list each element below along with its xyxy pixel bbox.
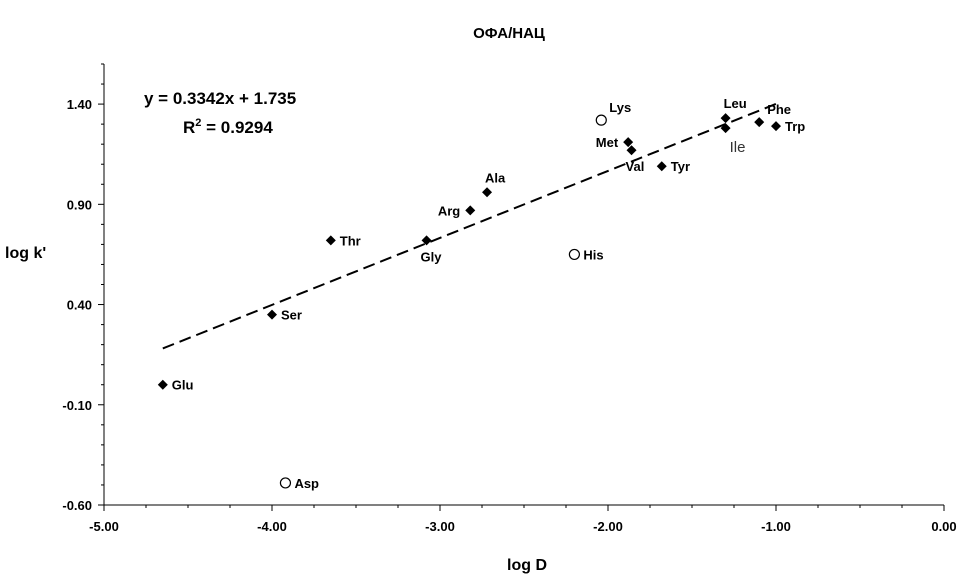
chart-title: ОФА/НАЦ — [473, 25, 545, 42]
r-squared-superscript: 2 — [195, 117, 201, 129]
y-tick-label: -0.60 — [62, 498, 92, 513]
point-asp — [279, 477, 292, 489]
point-label-trp: Trp — [785, 119, 805, 134]
point-thr — [325, 235, 336, 246]
point-label-val: Val — [626, 159, 645, 174]
point-gly — [421, 235, 432, 246]
y-tick-label: -0.10 — [62, 398, 92, 413]
x-tick-label: 0.00 — [931, 519, 956, 534]
point-trp — [771, 121, 781, 132]
point-label-ala: Ala — [485, 170, 506, 185]
point-ala — [482, 187, 493, 198]
regression-equation: y = 0.3342x + 1.735 — [144, 89, 296, 108]
point-ser — [267, 309, 277, 320]
x-tick-label: -1.00 — [761, 519, 791, 534]
y-tick-label: 1.40 — [67, 97, 92, 112]
trendline — [162, 103, 777, 350]
y-tick-label: 0.40 — [67, 298, 92, 313]
point-label-asp: Asp — [294, 476, 319, 491]
axes: -0.60 -0.10 0.40 0.90 1.40 -5.00 -4.00 -3.00 -2.… — [62, 63, 957, 534]
point-lys — [595, 114, 607, 126]
x-tick-label: -2.00 — [593, 519, 623, 534]
point-label-gly: Gly — [421, 249, 443, 264]
point-arg — [465, 205, 476, 216]
point-phe — [754, 117, 765, 128]
point-met — [623, 137, 634, 148]
y-tick-label: 0.90 — [67, 197, 92, 212]
y-axis-label: log k' — [5, 245, 46, 262]
x-tick-label: -4.00 — [257, 519, 287, 534]
point-label-phe: Phe — [767, 102, 791, 117]
point-label-ser: Ser — [281, 308, 302, 323]
point-label-met: Met — [596, 135, 619, 150]
point-label-his: His — [583, 247, 603, 262]
point-tyr — [656, 161, 667, 172]
trendline-group — [162, 103, 777, 350]
point-label-ile: Ile — [730, 139, 746, 156]
point-leu — [720, 113, 731, 124]
point-his — [568, 248, 581, 261]
point-label-leu: Leu — [724, 96, 747, 111]
point-label-lys: Lys — [609, 100, 631, 115]
x-axis-label: log D — [507, 557, 547, 574]
x-tick-label: -3.00 — [425, 519, 455, 534]
r-squared-prefix: R — [183, 118, 195, 137]
point-label-arg: Arg — [438, 203, 460, 218]
point-label-thr: Thr — [340, 233, 361, 248]
r-squared-value: = 0.9294 — [201, 118, 273, 137]
point-glu — [157, 379, 168, 390]
point-label-glu: Glu — [172, 378, 194, 393]
x-tick-label: -5.00 — [89, 519, 119, 534]
point-label-tyr: Tyr — [671, 159, 690, 174]
point-val — [626, 145, 637, 156]
r-squared: R2 = 0.9294 — [183, 117, 273, 137]
point-ile — [720, 123, 731, 134]
data-marks: Glu Ser Thr Gly Arg Ala Met Val Tyr Leu Ile Phe Trp L… — [157, 96, 805, 491]
